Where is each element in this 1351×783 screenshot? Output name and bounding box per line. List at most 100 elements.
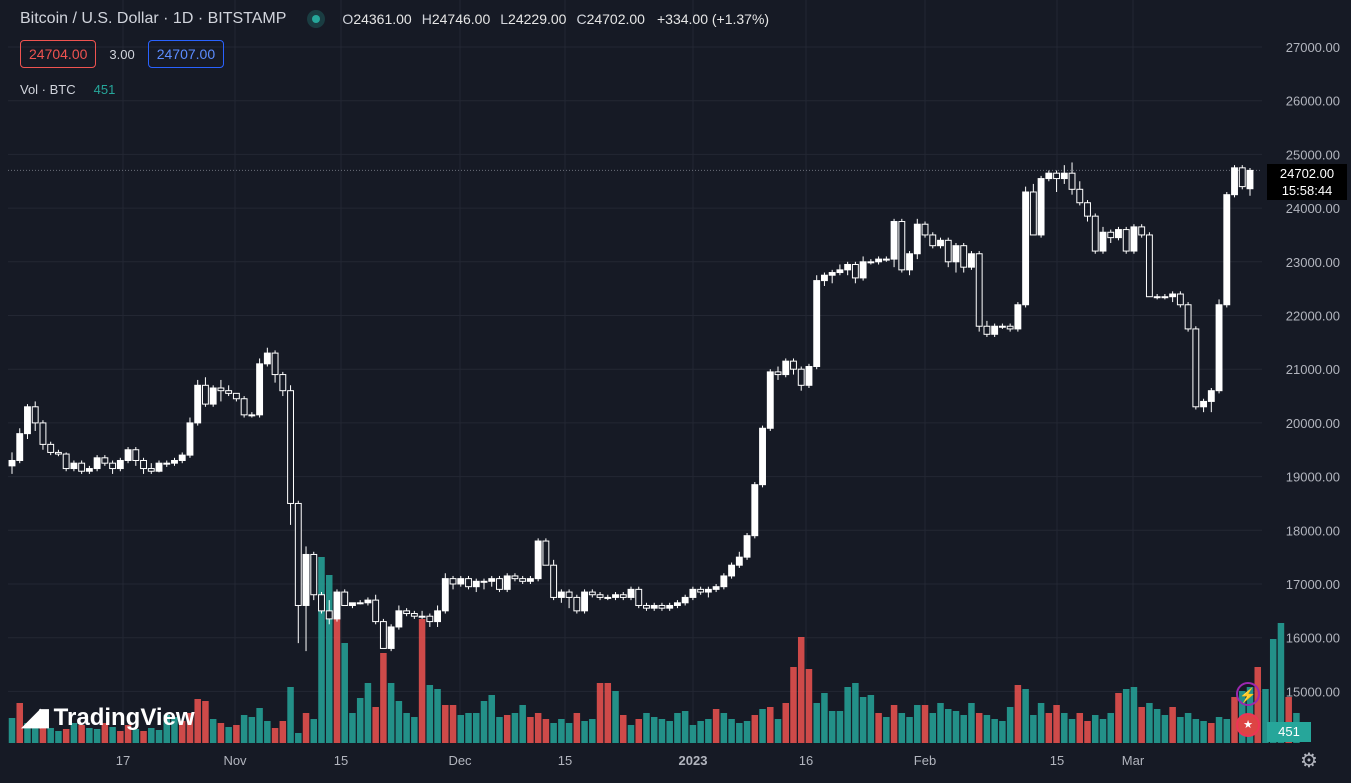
volume-bar xyxy=(983,715,991,743)
volume-bar xyxy=(782,703,789,743)
price-tick-label: 24000.00 xyxy=(1286,201,1340,216)
volume-bar xyxy=(797,637,805,743)
candle-body xyxy=(356,602,364,605)
candle-body xyxy=(8,459,16,467)
candle-body xyxy=(256,363,264,416)
candle-body xyxy=(178,454,186,461)
candle-body xyxy=(263,352,271,365)
candle-body xyxy=(968,253,975,268)
volume-bar xyxy=(1153,709,1161,743)
volume-legend[interactable]: Vol · BTC 451 xyxy=(20,82,115,97)
candle-body xyxy=(472,580,480,588)
volume-bar xyxy=(813,703,820,743)
volume-bar xyxy=(975,713,983,743)
candle-body xyxy=(813,280,821,368)
candle-body xyxy=(24,406,31,435)
candle-body xyxy=(194,384,202,424)
quote-row: 24704.00 3.00 24707.00 xyxy=(20,40,225,68)
candle-body xyxy=(890,221,898,260)
volume-bar xyxy=(418,619,426,743)
volume-bar xyxy=(1192,719,1200,743)
volume-bar xyxy=(225,727,232,743)
volume-bar xyxy=(1215,717,1223,743)
candle-body xyxy=(124,449,132,461)
price-tick-label: 20000.00 xyxy=(1286,416,1340,431)
volume-bar xyxy=(743,721,751,743)
price-tick-label: 26000.00 xyxy=(1286,94,1340,109)
volume-bar xyxy=(759,709,766,743)
volume-bar xyxy=(356,698,364,743)
volume-bar xyxy=(689,725,697,743)
volume-bar xyxy=(859,697,867,743)
candle-body xyxy=(774,371,782,376)
volume-bar xyxy=(1006,707,1014,743)
volume-bar xyxy=(310,719,318,743)
volume-bar xyxy=(511,713,519,743)
candle-body xyxy=(728,564,736,577)
candle-body xyxy=(751,484,759,537)
candle-body xyxy=(155,462,163,472)
candle-body xyxy=(1231,167,1238,196)
volume-bar xyxy=(1200,721,1207,743)
candle-body xyxy=(898,221,906,271)
candle-body xyxy=(960,245,968,268)
candle-body xyxy=(759,427,766,486)
volume-bar xyxy=(132,729,140,743)
candle-body xyxy=(1161,296,1169,299)
volume-bar xyxy=(728,719,735,743)
volume-bar xyxy=(279,721,287,743)
candle-body xyxy=(496,578,503,590)
symbol-header: Bitcoin / U.S. Dollar · 1D · BITSTAMP O2… xyxy=(20,10,769,28)
price-tick-label: 25000.00 xyxy=(1286,147,1340,162)
volume-bar xyxy=(968,703,975,743)
candle-body xyxy=(1207,390,1215,402)
buy-button[interactable]: 24707.00 xyxy=(147,40,225,68)
symbol-title[interactable]: Bitcoin / U.S. Dollar · 1D · BITSTAMP xyxy=(20,10,287,27)
candle-body xyxy=(225,390,233,394)
candle-body xyxy=(1115,229,1122,239)
volume-bar xyxy=(914,705,921,743)
us-flag-icon[interactable]: ★ xyxy=(1236,713,1260,737)
sell-button[interactable]: 24704.00 xyxy=(20,40,97,68)
volume-bar xyxy=(720,713,728,743)
high-label: H xyxy=(421,11,432,27)
candle-body xyxy=(279,374,287,392)
volume-bar xyxy=(929,713,937,743)
candle-body xyxy=(379,621,387,649)
candle-body xyxy=(333,591,341,620)
volume-bar xyxy=(1184,713,1192,743)
volume-bar xyxy=(217,723,225,743)
volume-bar xyxy=(1092,715,1099,743)
gear-icon[interactable]: ⚙ xyxy=(1300,750,1318,772)
candle-body xyxy=(201,384,209,405)
candle-body xyxy=(488,578,496,582)
volume-bar xyxy=(767,707,774,743)
volume-bar xyxy=(240,715,248,743)
candle-body xyxy=(743,535,751,558)
candle-body xyxy=(820,274,828,282)
candle-body xyxy=(465,578,472,588)
volume-bar xyxy=(596,683,604,743)
volume-bar xyxy=(318,557,325,743)
volume-bar xyxy=(1099,719,1107,743)
candle-body xyxy=(1099,231,1107,252)
volume-bar xyxy=(1107,713,1114,743)
volume-bar xyxy=(302,713,310,743)
candle-body xyxy=(341,591,349,606)
candle-body xyxy=(1176,293,1184,306)
tradingview-logo[interactable]: ◢▮ TradingView xyxy=(22,703,195,732)
candle-body xyxy=(790,360,797,370)
candle-body xyxy=(387,626,395,649)
volume-bar xyxy=(937,703,944,743)
volume-bar xyxy=(960,715,967,743)
volume-bar xyxy=(163,715,170,743)
candle-body xyxy=(47,443,55,453)
candle-body xyxy=(991,325,999,335)
volume-bar xyxy=(124,725,132,743)
time-tick-label: Feb xyxy=(914,753,936,768)
lightning-icon[interactable]: ⚡ xyxy=(1236,682,1260,706)
candle-body xyxy=(248,414,256,417)
volume-bar xyxy=(503,715,511,743)
volume-bar xyxy=(620,715,627,743)
